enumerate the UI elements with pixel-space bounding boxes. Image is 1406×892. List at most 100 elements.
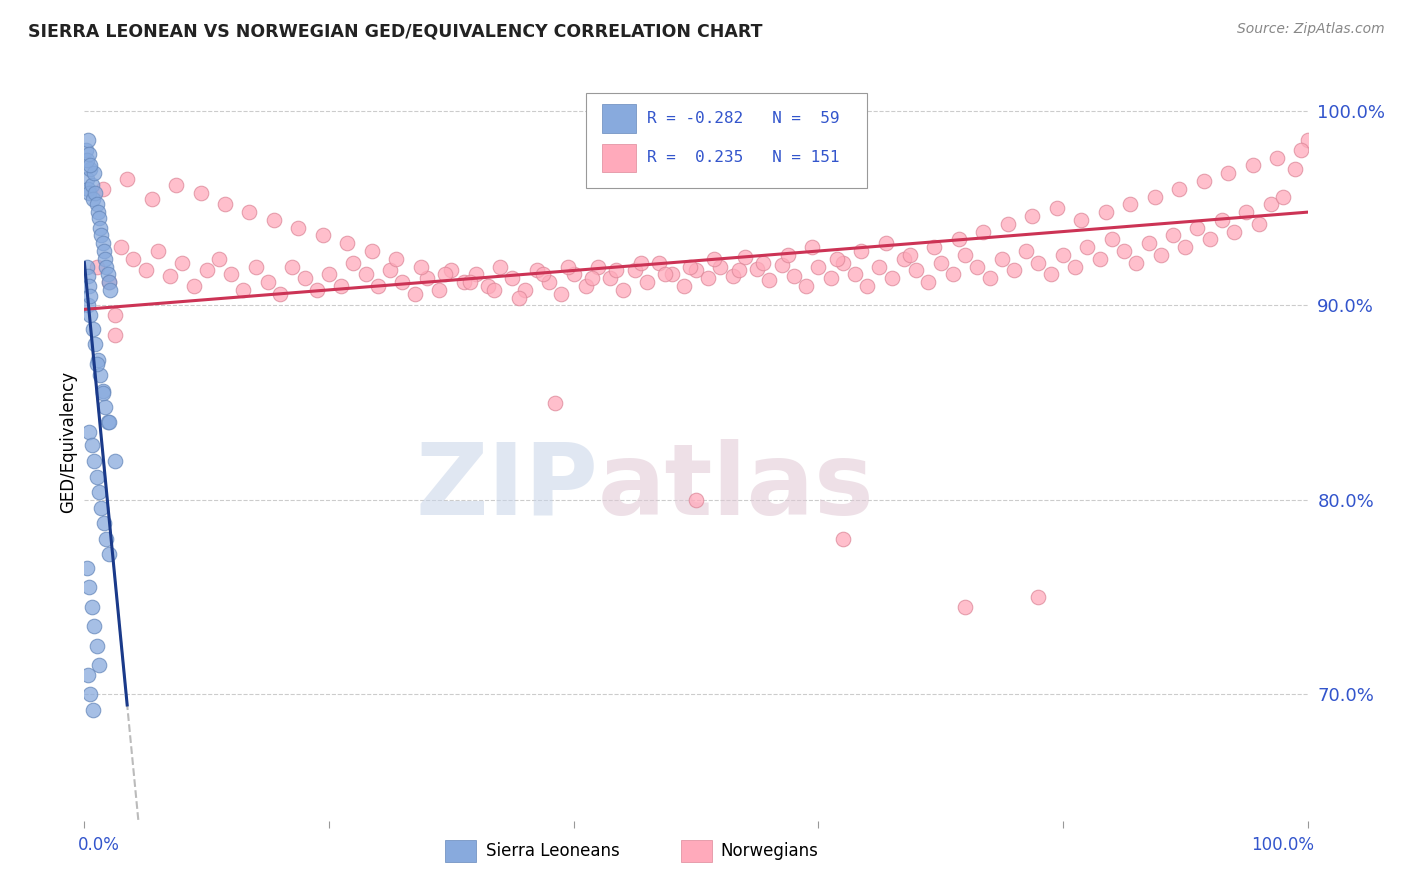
Point bbox=[453, 275, 475, 289]
Text: R =  0.235   N = 151: R = 0.235 N = 151 bbox=[647, 151, 839, 166]
FancyBboxPatch shape bbox=[586, 93, 868, 187]
Point bbox=[905, 263, 928, 277]
Point bbox=[924, 240, 946, 254]
Point bbox=[586, 260, 609, 274]
Point bbox=[1174, 240, 1197, 254]
Point bbox=[77, 580, 100, 594]
Point bbox=[679, 260, 702, 274]
Point bbox=[336, 236, 359, 251]
Bar bbox=[682, 839, 711, 863]
Point bbox=[1028, 255, 1050, 269]
Point bbox=[183, 279, 205, 293]
Point bbox=[90, 500, 112, 515]
Point bbox=[97, 275, 120, 289]
Point bbox=[997, 217, 1019, 231]
Point bbox=[385, 252, 408, 266]
Point bbox=[77, 279, 100, 293]
Point bbox=[159, 269, 181, 284]
Point bbox=[93, 516, 115, 531]
Point bbox=[96, 532, 118, 546]
Point bbox=[1052, 248, 1074, 262]
Point bbox=[972, 225, 994, 239]
Point bbox=[77, 425, 100, 439]
Point bbox=[84, 337, 107, 351]
Point bbox=[269, 286, 291, 301]
Point bbox=[82, 703, 104, 717]
Point bbox=[76, 172, 98, 186]
Point bbox=[360, 244, 382, 258]
Point bbox=[79, 162, 101, 177]
Point bbox=[898, 248, 921, 262]
Point bbox=[87, 205, 110, 219]
Point bbox=[747, 261, 769, 276]
Text: Norwegians: Norwegians bbox=[720, 842, 818, 860]
Point bbox=[87, 485, 110, 500]
Point bbox=[1125, 255, 1147, 269]
Point bbox=[257, 275, 280, 289]
Point bbox=[844, 268, 866, 282]
Point bbox=[612, 283, 634, 297]
Point bbox=[783, 269, 806, 284]
Point bbox=[219, 268, 242, 282]
Point bbox=[893, 252, 915, 266]
Point bbox=[77, 298, 100, 312]
Text: Source: ZipAtlas.com: Source: ZipAtlas.com bbox=[1237, 22, 1385, 37]
Point bbox=[581, 271, 603, 285]
Point bbox=[1143, 189, 1166, 203]
Point bbox=[513, 283, 536, 297]
Point bbox=[849, 244, 872, 258]
Point bbox=[77, 146, 100, 161]
Point bbox=[562, 268, 585, 282]
Point bbox=[942, 268, 965, 282]
Point bbox=[104, 454, 127, 468]
Point bbox=[1223, 225, 1246, 239]
Point bbox=[1150, 248, 1173, 262]
Point bbox=[97, 415, 120, 429]
Point bbox=[76, 260, 98, 274]
Point bbox=[703, 252, 725, 266]
Point bbox=[661, 268, 683, 282]
Point bbox=[1236, 205, 1258, 219]
Point bbox=[305, 283, 328, 297]
Point bbox=[93, 244, 115, 258]
Point bbox=[1168, 182, 1191, 196]
Point bbox=[489, 260, 512, 274]
Point bbox=[195, 263, 218, 277]
Point bbox=[831, 532, 853, 546]
Point bbox=[685, 492, 707, 507]
Point bbox=[86, 197, 108, 211]
Text: 100.0%: 100.0% bbox=[1251, 836, 1313, 855]
Point bbox=[245, 260, 267, 274]
Point bbox=[709, 260, 731, 274]
Point bbox=[87, 658, 110, 673]
Point bbox=[557, 260, 579, 274]
Point bbox=[82, 322, 104, 336]
Point bbox=[1216, 166, 1239, 180]
Point bbox=[312, 228, 335, 243]
Point bbox=[294, 271, 316, 285]
Point bbox=[1028, 590, 1050, 604]
Point bbox=[1291, 143, 1313, 157]
Point bbox=[464, 268, 486, 282]
Point bbox=[1101, 232, 1123, 246]
Point bbox=[869, 260, 891, 274]
Point bbox=[91, 236, 114, 251]
Point bbox=[416, 271, 439, 285]
Point bbox=[409, 260, 432, 274]
Point bbox=[91, 384, 114, 398]
Text: Sierra Leoneans: Sierra Leoneans bbox=[485, 842, 619, 860]
Point bbox=[953, 599, 976, 614]
Point bbox=[330, 279, 353, 293]
Point bbox=[508, 291, 530, 305]
Point bbox=[875, 236, 897, 251]
Point bbox=[77, 133, 100, 147]
Point bbox=[1247, 217, 1270, 231]
Point bbox=[87, 352, 110, 367]
Point bbox=[77, 668, 100, 682]
Bar bbox=[602, 144, 636, 172]
Point bbox=[190, 186, 212, 200]
Point bbox=[91, 386, 114, 401]
Point bbox=[776, 248, 799, 262]
Point bbox=[1211, 213, 1233, 227]
Point bbox=[1265, 151, 1288, 165]
